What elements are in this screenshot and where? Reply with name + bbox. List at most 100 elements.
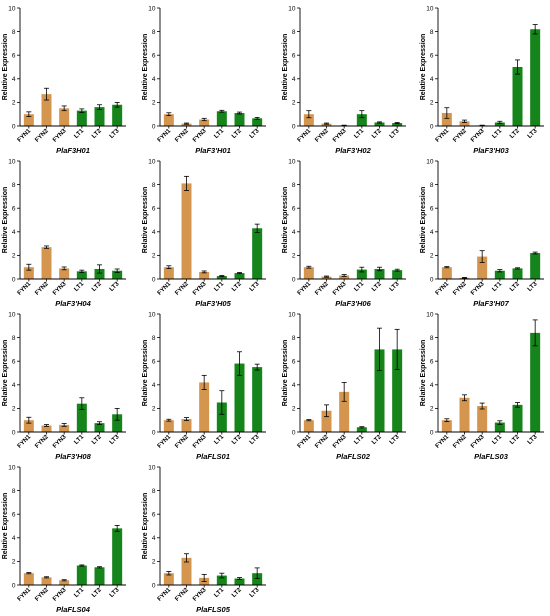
error-bar-lt3 [394,328,400,370]
error-bar-lt3 [114,525,120,532]
y-tick-label: 0 [12,123,16,130]
bar-fyn1 [163,267,174,279]
error-bar-lt2 [515,402,520,408]
x-tick-label: FYN3 [51,280,68,297]
error-bar-lt2 [237,577,242,580]
y-tick-label: 10 [8,158,16,165]
y-axis-label: Relative Expression [420,340,427,407]
bar-lt3 [392,270,403,279]
x-tick-label: LT1 [73,586,86,599]
bar-lt2 [374,268,385,279]
y-tick-label: 6 [152,512,156,519]
y-tick-label: 0 [292,123,296,130]
x-tick-label: FYN1 [16,586,33,603]
panel-title: PlaF3H01 [56,146,90,155]
panel-title: PlaFLS03 [474,452,509,461]
y-tick-label: 10 [8,311,16,318]
bar-fyn2 [321,410,332,432]
x-tick-label: LT3 [388,280,401,293]
y-tick-label: 8 [152,182,156,189]
bar-fyn1 [441,113,452,126]
x-tick-label: FYN2 [452,433,469,450]
panel-title: PlaF3'H07 [473,299,509,308]
y-tick-label: 0 [430,276,434,283]
x-tick-label: LT1 [213,127,226,140]
y-tick-label: 4 [152,535,156,542]
bar-lt2 [234,273,245,279]
bar-lt3 [252,118,263,126]
error-bar-fyn2 [324,404,329,418]
x-tick-label: LT3 [108,586,121,599]
error-bar-lt2 [377,121,382,124]
error-bar-fyn1 [166,571,172,576]
x-tick-label: LT1 [73,280,86,293]
x-tick-label: FYN3 [331,433,348,450]
error-bar-fyn3 [201,117,207,122]
y-tick-label: 10 [148,158,156,165]
x-tick-label: LT3 [108,280,121,293]
x-tick-label: LT2 [371,127,384,140]
y-tick-label: 2 [152,253,156,260]
y-tick-label: 8 [12,29,16,36]
bar-fyn3 [477,406,488,432]
y-tick-label: 10 [148,311,156,318]
x-tick-label: FYN2 [452,280,469,297]
x-tick-label: FYN2 [314,433,331,450]
y-axis-label: Relative Expression [2,340,9,407]
x-tick-label: FYN1 [296,127,313,144]
bar-lt1 [356,114,367,126]
y-tick-label: 2 [292,253,296,260]
y-tick-label: 10 [426,5,434,12]
y-tick-label: 6 [152,206,156,213]
error-bar-fyn2 [184,122,189,125]
x-tick-label: FYN1 [156,433,173,450]
y-tick-label: 8 [152,335,156,342]
panel-1: Relative Expression 0 2 4 6 8 10 FYN1 FYN2 FYN3 LT… [2,5,126,155]
bar-fyn3 [59,108,70,126]
x-tick-label: LT3 [108,433,121,446]
bar-fyn3 [59,424,70,432]
bar-fyn1 [441,420,452,432]
x-tick-label: LT2 [509,127,522,140]
error-bar-lt1 [79,397,85,410]
y-tick-label: 0 [292,276,296,283]
x-tick-label: FYN2 [34,586,51,603]
error-bar-fyn1 [444,107,450,119]
x-tick-label: FYN1 [16,127,33,144]
panel-7: Relative Expression 0 2 4 6 8 10 FYN1 FYN2 FYN3 LT… [282,158,406,308]
bar-fyn1 [303,267,314,279]
bar-lt2 [234,578,245,585]
error-bar-lt1 [219,572,225,579]
bar-lt1 [216,111,227,126]
x-tick-label: FYN2 [174,280,191,297]
y-tick-label: 6 [12,53,16,60]
x-tick-label: LT1 [491,127,504,140]
bar-lt1 [494,270,505,279]
bar-fyn1 [163,114,174,126]
bar-lt2 [94,107,105,126]
x-tick-label: LT2 [231,127,244,140]
x-tick-label: FYN2 [452,127,469,144]
bar-fyn1 [441,267,452,279]
y-tick-label: 0 [152,276,156,283]
y-tick-label: 6 [430,359,434,366]
y-axis-label: Relative Expression [2,187,9,254]
bar-lt3 [112,528,123,585]
error-bar-fyn1 [26,416,32,424]
x-tick-label: FYN2 [34,280,51,297]
bar-lt2 [512,268,523,279]
panel-title: PlaFLS02 [336,452,371,461]
error-bar-fyn2 [324,275,329,278]
y-tick-label: 0 [152,582,156,589]
y-tick-label: 8 [430,335,434,342]
panel-title: PlaF3'H03 [473,146,509,155]
bar-fyn2 [321,276,332,279]
y-tick-label: 8 [152,488,156,495]
y-tick-label: 0 [152,123,156,130]
x-tick-label: FYN3 [331,280,348,297]
error-bar-lt3 [254,567,260,579]
bar-fyn1 [23,573,34,585]
bar-fyn1 [303,114,314,126]
x-tick-label: LT3 [248,586,261,599]
